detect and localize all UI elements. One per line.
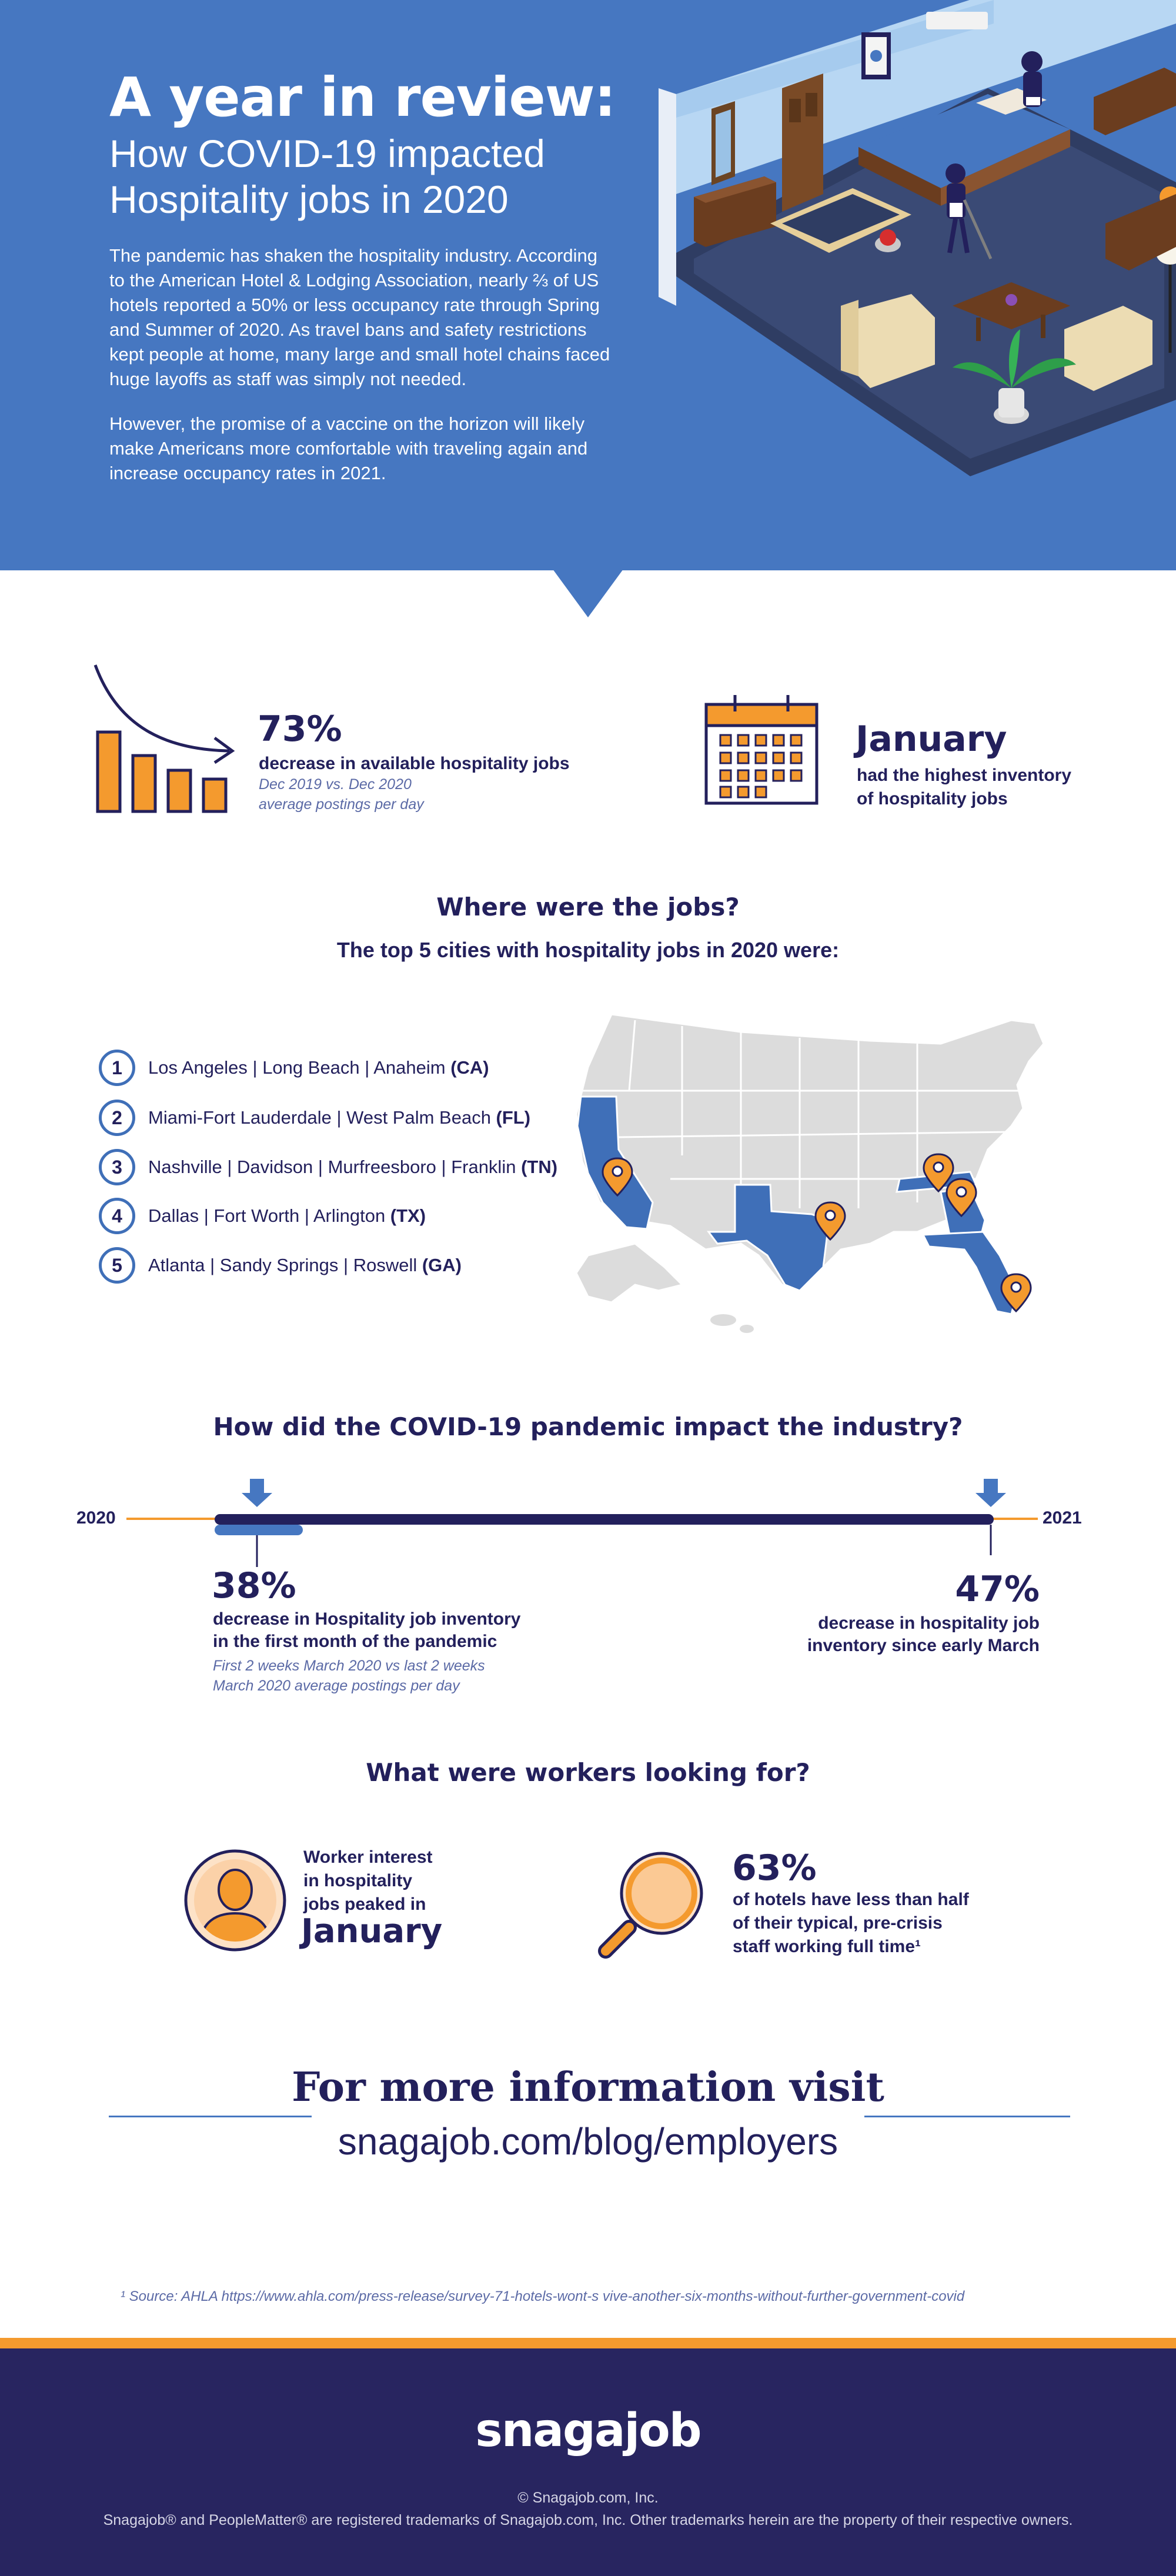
hero-pointer — [553, 569, 623, 617]
copyright: © Snagajob.com, Inc. — [517, 2490, 659, 2506]
map-pin-icon — [923, 1153, 954, 1193]
city-name-1: Los Angeles | Long Beach | Anaheim (CA) — [148, 1057, 489, 1078]
inventory-value: January — [856, 719, 1007, 760]
hotels-line-3: staff working full time¹ — [733, 1937, 921, 1956]
city-name-2: Miami-Fort Lauderdale | West Palm Beach … — [148, 1107, 531, 1128]
city-item-1: 1 Los Angeles | Long Beach | Anaheim (CA… — [99, 1049, 489, 1087]
city-name-3: Nashville | Davidson | Murfreesboro | Fr… — [148, 1157, 558, 1177]
decrease-note-1: Dec 2019 vs. Dec 2020 — [259, 776, 412, 793]
cta-rule-right — [864, 2116, 1070, 2117]
hero-paragraph-1: The pandemic has shaken the hospitality … — [109, 245, 610, 389]
declining-bar-chart-icon — [93, 664, 235, 813]
decrease-label: decrease in available hospitality jobs — [259, 754, 570, 773]
impact-right-line-1: decrease in hospitality job — [818, 1613, 1040, 1633]
city-number-5: 5 — [99, 1247, 135, 1284]
timeline — [126, 1479, 1038, 1567]
impact-right-line-2: inventory since early March — [807, 1636, 1040, 1655]
city-number-1: 1 — [99, 1050, 135, 1086]
map-pin-icon — [1000, 1273, 1032, 1313]
impact-heading: How did the COVID-19 pandemic impact the… — [213, 1412, 963, 1441]
map-pin-icon — [814, 1201, 846, 1241]
hero-subtitle: How COVID-19 impacted Hospitality jobs i… — [109, 132, 545, 221]
cta-rule-left — [109, 2116, 312, 2117]
map-pin-icon — [602, 1157, 633, 1197]
city-item-5: 5 Atlanta | Sandy Springs | Roswell (GA) — [99, 1247, 462, 1284]
interest-line-1: Worker interest — [303, 1847, 433, 1867]
trademark-notice: Snagajob® and PeopleMatter® are register… — [103, 2512, 1073, 2528]
workers-heading: What were workers looking for? — [366, 1758, 810, 1787]
impact-left-line-1: decrease in Hospitality job inventory — [213, 1609, 521, 1629]
hero-paragraph-2: However, the promise of a vaccine on the… — [109, 413, 588, 483]
calendar-icon — [704, 695, 818, 805]
footer: snagajob © Snagajob.com, Inc. Snagajob® … — [0, 2338, 1176, 2576]
city-name-4: Dallas | Fort Worth | Arlington (TX) — [148, 1205, 426, 1226]
down-arrow-icon — [975, 1479, 1006, 1507]
impact-left-note-1: First 2 weeks March 2020 vs last 2 weeks — [213, 1658, 485, 1674]
hotels-line-1: of hotels have less than half — [733, 1890, 969, 1909]
decrease-value: 73% — [258, 709, 342, 750]
jobs-heading: Where were the jobs? — [436, 893, 740, 921]
impact-left-value: 38% — [212, 1565, 296, 1606]
source-note: ¹ Source: AHLA https://www.ahla.com/pres… — [121, 2288, 965, 2304]
hotels-value: 63% — [732, 1847, 817, 1889]
hero-title: A year in review: — [109, 66, 616, 129]
timeline-end-year: 2021 — [1043, 1508, 1082, 1528]
city-number-4: 4 — [99, 1198, 135, 1234]
hotels-line-2: of their typical, pre-crisis — [733, 1913, 943, 1933]
snagajob-logo: snagajob — [475, 2404, 701, 2457]
hero-section: A year in review: How COVID-19 impacted … — [0, 0, 1176, 570]
interest-line-2: in hospitality — [303, 1871, 413, 1890]
inventory-label-2: of hospitality jobs — [857, 789, 1008, 808]
city-item-2: 2 Miami-Fort Lauderdale | West Palm Beac… — [99, 1099, 530, 1137]
impact-right-value: 47% — [955, 1569, 1040, 1610]
decrease-note-2: average postings per day — [259, 796, 424, 813]
city-item-4: 4 Dallas | Fort Worth | Arlington (TX) — [99, 1197, 426, 1235]
jobs-subheading: The top 5 cities with hospitality jobs i… — [336, 938, 840, 962]
city-number-2: 2 — [99, 1100, 135, 1136]
interest-line-3: jobs peaked in — [303, 1895, 426, 1914]
city-number-3: 3 — [99, 1149, 135, 1185]
magnifier-icon — [598, 1852, 703, 1959]
hotel-room-illustration — [659, 0, 1176, 476]
city-item-3: 3 Nashville | Davidson | Murfreesboro | … — [99, 1148, 557, 1186]
cta-heading: For more information visit — [292, 2064, 884, 2111]
interest-value: January — [301, 1912, 443, 1950]
city-name-5: Atlanta | Sandy Springs | Roswell (GA) — [148, 1255, 462, 1275]
us-map — [575, 1013, 1045, 1333]
timeline-start-year: 2020 — [76, 1508, 116, 1528]
down-arrow-icon — [242, 1479, 272, 1507]
inventory-label-1: had the highest inventory — [857, 766, 1072, 785]
person-icon — [184, 1849, 286, 1952]
map-pin-icon — [946, 1178, 977, 1218]
impact-left-note-2: March 2020 average postings per day — [213, 1678, 460, 1694]
impact-left-line-2: in the first month of the pandemic — [213, 1632, 497, 1651]
cta-link[interactable]: snagajob.com/blog/employers — [338, 2120, 838, 2163]
